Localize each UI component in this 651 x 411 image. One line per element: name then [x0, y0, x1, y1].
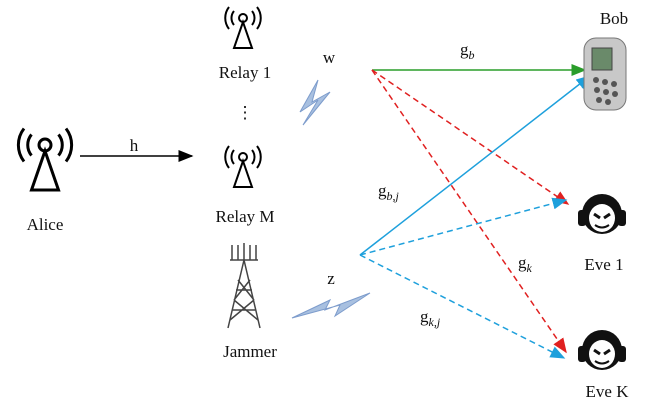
g-k-link-1	[372, 70, 568, 204]
relay-1-label: Relay 1	[219, 63, 271, 82]
z-label: z	[327, 269, 335, 288]
relay-m-antenna	[225, 146, 261, 187]
g-b-label: gb	[460, 40, 475, 62]
label-part: k	[527, 261, 533, 275]
label-part: b	[469, 48, 475, 62]
eve-k-icon	[578, 330, 626, 370]
g-kj-link-1	[360, 200, 566, 255]
eve-k-label: Eve K	[586, 382, 630, 401]
diagram: Alice h Relay 1 ⋮ Relay M Jammer w z gb …	[0, 0, 651, 411]
g-bj-link	[360, 76, 590, 255]
w-label: w	[323, 48, 336, 67]
g-kj-link-k	[360, 255, 564, 358]
eve-1-icon	[578, 194, 626, 234]
h-label: h	[130, 136, 139, 155]
jammer-tower	[228, 243, 260, 328]
bob-phone	[584, 38, 626, 110]
g-bj-label: gb,j	[378, 181, 400, 203]
relay-dots: ⋮	[237, 103, 254, 122]
label-part: b,j	[387, 189, 400, 203]
jammer-label: Jammer	[223, 342, 277, 361]
relay-1-antenna	[225, 7, 261, 48]
bob-label: Bob	[600, 9, 628, 28]
alice-label: Alice	[27, 215, 64, 234]
label-part: k,j	[429, 315, 441, 329]
eve-1-label: Eve 1	[584, 255, 623, 274]
alice-antenna	[18, 129, 71, 191]
g-k-label: gk	[518, 253, 533, 275]
w-signal	[300, 80, 330, 125]
relay-m-label: Relay M	[215, 207, 274, 226]
g-kj-label: gk,j	[420, 307, 441, 329]
z-signal	[292, 293, 370, 318]
